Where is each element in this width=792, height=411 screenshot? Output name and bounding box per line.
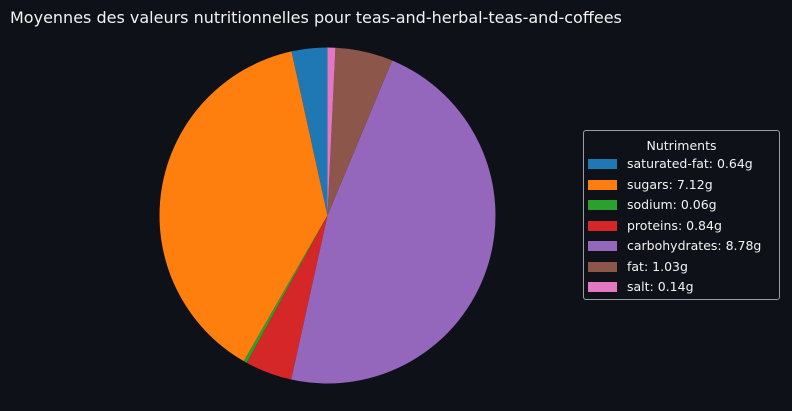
legend-swatch (588, 200, 617, 210)
legend-item: fat: 1.03g (588, 258, 688, 276)
legend-item: sugars: 7.12g (588, 176, 713, 194)
legend-label: salt: 0.14g (627, 279, 694, 294)
legend-label: saturated-fat: 0.64g (627, 156, 753, 171)
legend: Nutriments saturated-fat: 0.64g sugars: 7… (583, 130, 780, 300)
legend-item: salt: 0.14g (588, 278, 694, 296)
legend-item: proteins: 0.84g (588, 217, 722, 235)
legend-label: proteins: 0.84g (627, 217, 722, 233)
legend-label: carbohydrates: 8.78g (627, 238, 762, 253)
legend-swatch (588, 159, 617, 169)
legend-label: sugars: 7.12g (627, 176, 713, 192)
legend-label: sodium: 0.06g (627, 197, 717, 212)
legend-swatch (588, 241, 617, 251)
pie-slice-1 (159, 51, 328, 362)
pie-slice-2 (243, 215, 328, 363)
pie-slice-3 (246, 215, 328, 380)
legend-swatch (588, 220, 617, 231)
legend-label: fat: 1.03g (627, 258, 688, 274)
legend-title: Nutriments (646, 138, 717, 153)
legend-swatch (588, 282, 617, 292)
legend-swatch (588, 179, 617, 190)
pie-slice-0 (291, 47, 328, 216)
legend-swatch (588, 261, 617, 272)
pie-slice-6 (327, 47, 336, 216)
pie-slice-5 (327, 47, 393, 216)
chart-title: Moyennes des valeurs nutritionnelles pou… (10, 8, 622, 27)
legend-item: sodium: 0.06g (588, 196, 717, 214)
pie-slice-4 (291, 60, 496, 384)
legend-item: carbohydrates: 8.78g (588, 237, 761, 255)
legend-item: saturated-fat: 0.64g (588, 155, 753, 173)
